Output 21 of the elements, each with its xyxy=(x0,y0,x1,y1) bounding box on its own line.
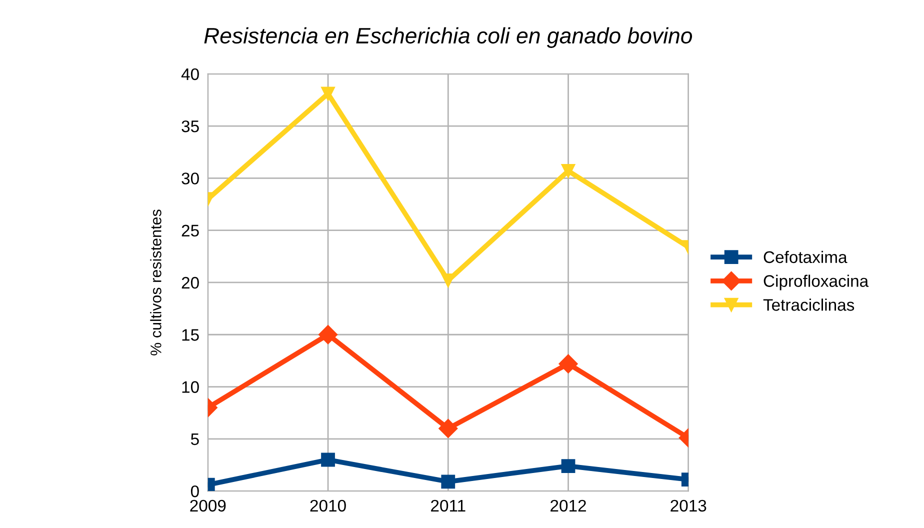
y-tick-label: 35 xyxy=(182,120,199,132)
y-tick-label: 15 xyxy=(182,329,199,341)
legend-label: Tetraciclinas xyxy=(763,298,854,311)
y-tick-label: 5 xyxy=(190,433,199,446)
y-tick-label: 40 xyxy=(181,68,199,80)
legend-label: Cefotaxima xyxy=(764,250,848,264)
point xyxy=(441,474,456,489)
y-tick-label: 10 xyxy=(182,381,199,393)
y-axis-title: % cultivos resistentes xyxy=(150,210,162,356)
y-tick-label: 25 xyxy=(182,224,199,237)
x-tick-label: 2013 xyxy=(670,500,706,512)
y-tick-label: 30 xyxy=(182,172,199,184)
legend-label: Ciprofloxacina xyxy=(764,274,869,290)
x-tick-label: 2010 xyxy=(310,500,346,512)
chart-title: Resistencia en Escherichia coli en ganado bovino xyxy=(204,27,692,48)
x-tick-label: 2011 xyxy=(431,500,466,512)
x-tick-label: 2012 xyxy=(550,500,586,512)
y-tick-label: 0 xyxy=(190,485,199,498)
y-tick-label: 20 xyxy=(182,276,199,289)
x-tick-label: 2009 xyxy=(190,500,226,512)
point xyxy=(438,418,458,438)
